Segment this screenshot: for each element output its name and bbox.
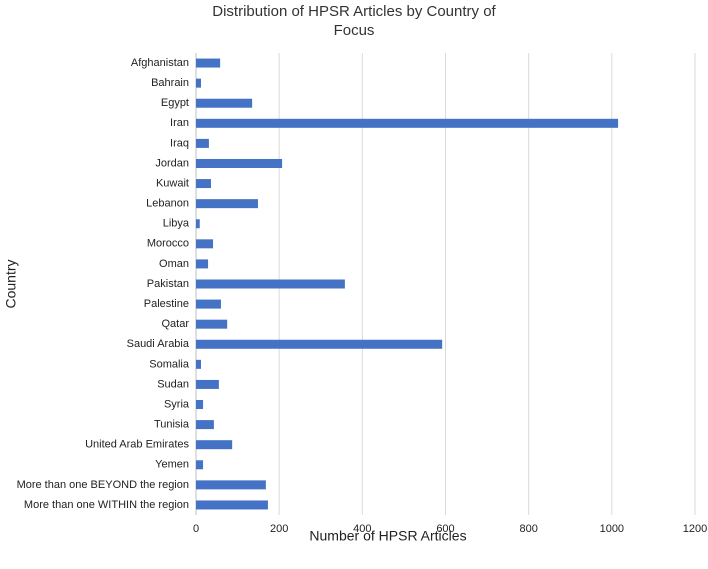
- y-tick-label: Syria: [164, 398, 190, 410]
- bar: [196, 460, 204, 470]
- y-tick-label: Lebanon: [146, 198, 189, 210]
- chart-title: Distribution of HPSR Articles by Country…: [212, 3, 496, 39]
- y-tick-label: United Arab Emirates: [85, 439, 189, 451]
- y-tick-label: Bahrain: [151, 77, 189, 89]
- y-tick-label: Kuwait: [156, 177, 189, 189]
- x-tick-label: 400: [353, 523, 371, 535]
- y-tick-label: Qatar: [161, 318, 189, 330]
- bar: [196, 440, 233, 450]
- bar: [196, 480, 266, 490]
- y-tick-label: Yemen: [155, 459, 189, 471]
- y-tick-label: Libya: [163, 218, 190, 230]
- x-tick-label: 200: [270, 523, 288, 535]
- bar: [196, 400, 204, 410]
- bar: [196, 158, 283, 168]
- y-tick-label: Iran: [170, 117, 189, 129]
- y-tick-label: Sudan: [157, 378, 189, 390]
- y-tick-label: Iraq: [170, 137, 189, 149]
- y-tick-label: Egypt: [161, 97, 189, 109]
- y-tick-label: Jordan: [155, 157, 189, 169]
- x-tick-label: 1000: [600, 523, 624, 535]
- bar: [196, 239, 214, 249]
- bar: [196, 420, 214, 430]
- y-tick-label: More than one WITHIN the region: [24, 499, 189, 511]
- bar: [196, 500, 268, 510]
- y-tick-label: Tunisia: [154, 419, 190, 431]
- bar: [196, 78, 201, 88]
- bar: [196, 379, 219, 389]
- bar: [196, 359, 201, 369]
- bar: [196, 58, 221, 68]
- bar: [196, 339, 443, 349]
- x-tick-label: 0: [193, 523, 199, 535]
- bar: [196, 199, 258, 209]
- x-tick-label: 800: [519, 523, 537, 535]
- bar: [196, 299, 221, 309]
- y-tick-label: Pakistan: [147, 278, 189, 290]
- y-axis-label: Country: [3, 259, 19, 308]
- y-tick-label: Saudi Arabia: [127, 338, 190, 350]
- x-tick-label: 1200: [683, 523, 707, 535]
- bar: [196, 259, 209, 269]
- bar: [196, 118, 619, 128]
- x-axis-label: Number of HPSR Articles: [309, 528, 466, 544]
- bar: [196, 98, 253, 108]
- y-tick-label: Palestine: [144, 298, 189, 310]
- bar: [196, 279, 345, 289]
- y-tick-label: More than one BEYOND the region: [17, 479, 189, 491]
- y-tick-label: Somalia: [149, 358, 190, 370]
- bar: [196, 219, 200, 229]
- bar: [196, 319, 228, 329]
- bar: [196, 138, 209, 148]
- y-tick-label: Morocco: [147, 238, 189, 250]
- y-tick-label: Afghanistan: [131, 57, 189, 69]
- y-tick-label: Oman: [159, 258, 189, 270]
- x-tick-label: 600: [436, 523, 454, 535]
- bar: [196, 179, 211, 189]
